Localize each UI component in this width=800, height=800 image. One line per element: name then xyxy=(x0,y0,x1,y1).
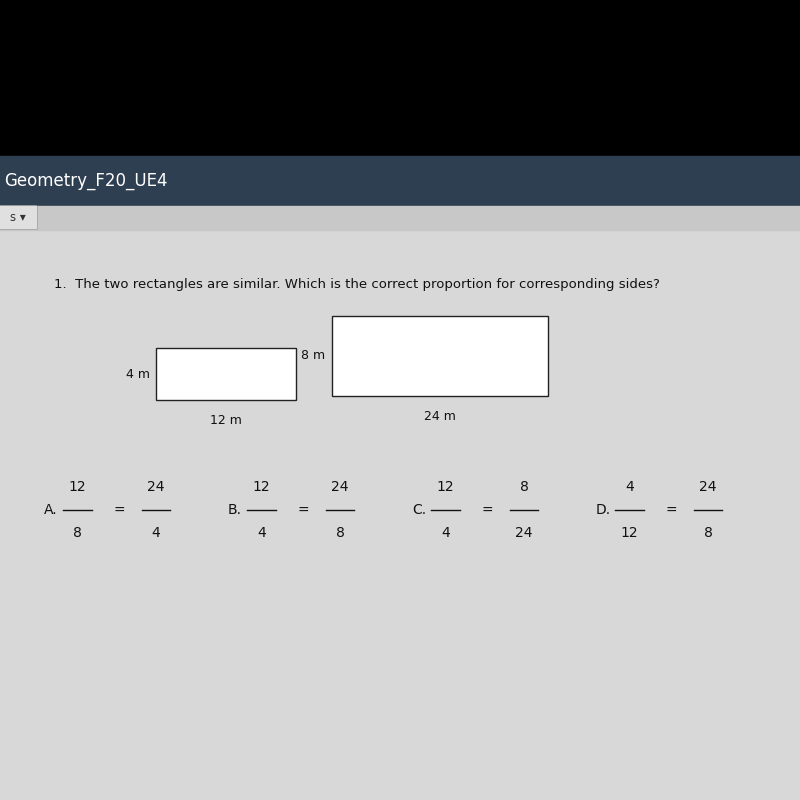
Text: 4 m: 4 m xyxy=(126,367,150,381)
Bar xyxy=(156,348,296,400)
Text: Geometry_F20_UE4: Geometry_F20_UE4 xyxy=(4,172,167,190)
Text: 12: 12 xyxy=(621,526,638,541)
Text: 8: 8 xyxy=(335,526,345,541)
Text: =: = xyxy=(298,503,309,518)
Text: 12: 12 xyxy=(437,480,454,494)
Text: 24 m: 24 m xyxy=(424,410,456,423)
Text: 8: 8 xyxy=(519,480,529,494)
Text: s ▾: s ▾ xyxy=(10,211,26,224)
Text: 8: 8 xyxy=(703,526,713,541)
Text: =: = xyxy=(114,503,125,518)
Bar xyxy=(0,156,800,206)
Text: 12: 12 xyxy=(253,480,270,494)
Text: =: = xyxy=(482,503,493,518)
Bar xyxy=(0,230,800,800)
Text: 4: 4 xyxy=(152,526,160,541)
Text: 1.  The two rectangles are similar. Which is the correct proportion for correspo: 1. The two rectangles are similar. Which… xyxy=(54,278,660,290)
Text: 4: 4 xyxy=(626,480,634,494)
Text: A.: A. xyxy=(44,503,58,518)
Bar xyxy=(0,0,800,156)
Text: 12 m: 12 m xyxy=(210,414,242,427)
Text: 8: 8 xyxy=(73,526,82,541)
Bar xyxy=(0,206,800,230)
Text: D.: D. xyxy=(596,503,611,518)
Text: 4: 4 xyxy=(258,526,266,541)
Text: 8 m: 8 m xyxy=(302,350,326,362)
Text: 12: 12 xyxy=(69,480,86,494)
Text: 24: 24 xyxy=(515,526,533,541)
FancyBboxPatch shape xyxy=(0,206,38,230)
Text: =: = xyxy=(666,503,677,518)
Text: 24: 24 xyxy=(331,480,349,494)
Text: 4: 4 xyxy=(442,526,450,541)
Text: C.: C. xyxy=(412,503,426,518)
Text: 24: 24 xyxy=(699,480,717,494)
Text: B.: B. xyxy=(228,503,242,518)
Text: 24: 24 xyxy=(147,480,165,494)
Bar xyxy=(332,316,548,396)
